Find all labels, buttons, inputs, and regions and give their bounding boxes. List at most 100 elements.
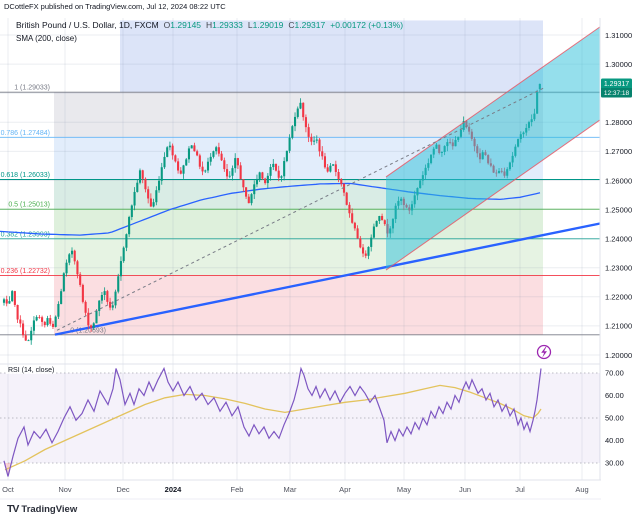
candle-body (125, 234, 128, 248)
legend-change: +0.00172 (+0.13%) (330, 20, 404, 30)
candle-body (255, 178, 259, 185)
fib-label: 0 (1.20693) (70, 327, 106, 334)
fib-label: 0.618 (1.26033) (1, 172, 50, 179)
dotted-trendline[interactable] (56, 86, 546, 331)
candle-body (122, 247, 125, 262)
sma-label: SMA (200, close) (16, 34, 77, 43)
candle-body (323, 156, 327, 168)
price-scale-background[interactable] (601, 18, 633, 500)
candle-body (334, 164, 337, 172)
time-axis-label: Oct (2, 485, 15, 494)
candle-body (326, 167, 329, 172)
candle-body (302, 102, 305, 118)
candle-body (5, 299, 8, 304)
candle-body (225, 169, 229, 177)
rsi-line[interactable] (3, 366, 542, 477)
chart-legend: British Pound / U.S. Dollar, 1D, FXCM O1.… (16, 20, 403, 31)
candle-body (76, 261, 79, 275)
candle-body (310, 136, 313, 142)
time-axis-label: Jul (515, 485, 525, 494)
candle-body (57, 303, 60, 317)
candle-body (155, 190, 158, 203)
candle-body (242, 179, 245, 188)
candle-body (234, 158, 237, 169)
price-scale[interactable]: 1.31000 1.30000 1.28000 1.27000 1.26000 1.250… (601, 18, 633, 500)
candle-body (264, 178, 267, 184)
attribution-text: DCottleFX published on TradingView.com, … (4, 2, 226, 11)
fib-labels: 1 (1.29033) 0.786 (1.27484) 0.618 (1.26033… (1, 85, 106, 335)
attribution-bar: DCottleFX published on TradingView.com, … (4, 2, 226, 16)
candle-body (299, 102, 302, 109)
candle-body (62, 273, 65, 292)
candle-body (41, 317, 44, 322)
candle-body (136, 182, 139, 192)
tradingview-logo[interactable]: TV TradingView (7, 503, 77, 515)
candle-body (133, 191, 136, 206)
bar-countdown: 12:37:18 (604, 90, 630, 97)
candle-body (212, 151, 215, 157)
candle-body (149, 198, 152, 207)
candle-body (157, 180, 161, 191)
candle-body (27, 340, 30, 342)
candle-body (89, 325, 93, 328)
flash-marker[interactable] (536, 344, 552, 360)
candle-body (174, 155, 177, 162)
channel-fill[interactable] (386, 26, 600, 271)
candle-body (356, 228, 359, 239)
candle-body (375, 220, 378, 227)
fib-band (54, 238, 543, 276)
fib-band (120, 20, 543, 93)
rsi-indicator-label[interactable]: RSI (14, close) (6, 367, 57, 374)
rsi-ma-line[interactable] (4, 384, 542, 471)
candle-body (128, 217, 131, 235)
candle-body (288, 137, 291, 151)
candle-body (163, 156, 166, 168)
time-axis-label: Nov (58, 485, 72, 494)
dashed-trendline[interactable] (56, 86, 546, 331)
candle-body (209, 156, 212, 162)
time-axis-label: Apr (339, 485, 351, 494)
candle-body (16, 304, 19, 320)
candle-body (144, 178, 147, 190)
candle-body (81, 284, 84, 302)
last-price-badge: 1.29317 12:37:18 (601, 78, 632, 98)
candle-body (73, 250, 76, 262)
candle-body (114, 291, 117, 306)
support-trendline[interactable] (54, 222, 601, 336)
candle-body (258, 172, 261, 179)
rsi-oversold-fill (4, 463, 12, 477)
candle-body (60, 291, 63, 304)
candle-body (337, 171, 340, 179)
candle-body (313, 140, 316, 142)
candle-body (43, 321, 46, 326)
rsi-pane[interactable] (0, 366, 600, 477)
rsi-tick-label: 60.00 (605, 391, 624, 400)
candle-body (8, 301, 11, 304)
candle-body (54, 316, 57, 327)
legend-sma-row[interactable]: SMA (200, close) (16, 34, 77, 43)
candle-body (95, 310, 98, 324)
candle-body (223, 160, 226, 170)
channel-lower-border[interactable] (385, 119, 601, 271)
candle-body (190, 145, 193, 149)
candle-body (283, 161, 286, 177)
time-axis[interactable]: Oct Nov Dec 2024 Feb Mar Apr May Jun Jul Aug (2, 485, 589, 494)
fib-label: 0.236 (1.22732) (1, 268, 50, 275)
legend-high: H1.29333 (206, 20, 243, 30)
price-tick-label: 1.23000 (605, 264, 632, 273)
candle-body (187, 148, 191, 160)
price-tick-label: 1.24000 (605, 234, 632, 243)
candle-body (340, 178, 343, 184)
channel-upper-border[interactable] (385, 26, 601, 178)
trendline[interactable] (54, 222, 601, 336)
candle-body (168, 145, 171, 148)
pane-separators (0, 18, 633, 500)
trend-channel[interactable] (385, 26, 601, 271)
legend-symbol[interactable]: British Pound / U.S. Dollar, 1D, FXCM (16, 20, 159, 30)
candle-body (106, 291, 109, 302)
candle-body (119, 261, 123, 277)
candle-body (296, 108, 299, 117)
fib-label: 0.382 (1.23993) (1, 231, 50, 238)
